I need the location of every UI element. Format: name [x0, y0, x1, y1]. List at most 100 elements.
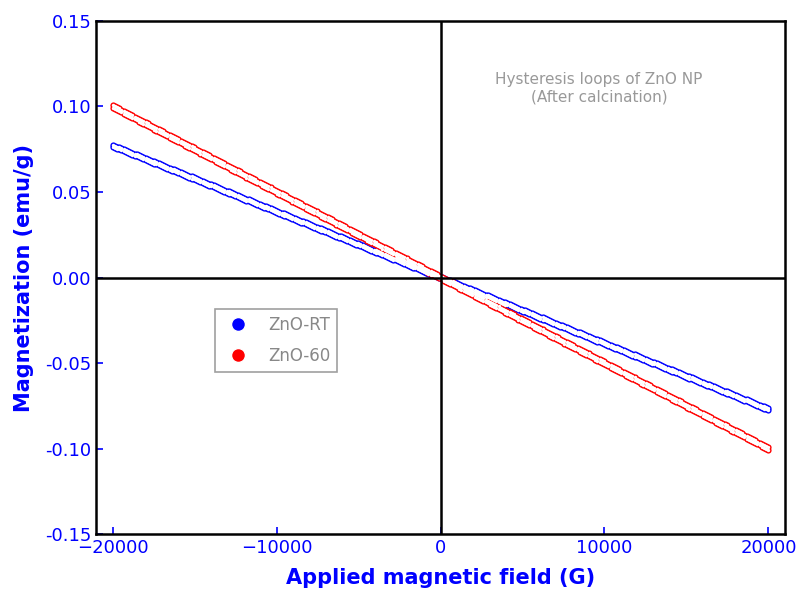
- Point: [722, 389, 735, 399]
- Point: [189, 173, 202, 183]
- Point: [450, 283, 463, 293]
- Point: [284, 213, 297, 223]
- Point: [312, 208, 325, 217]
- Point: [217, 161, 230, 171]
- Point: [382, 247, 395, 257]
- Point: [169, 136, 182, 146]
- Point: [307, 221, 320, 231]
- Point: [533, 323, 546, 333]
- Point: [472, 289, 485, 299]
- Point: [697, 409, 710, 419]
- Point: [691, 406, 704, 415]
- Point: [391, 249, 404, 259]
- Point: [636, 380, 649, 389]
- Point: [509, 311, 522, 320]
- Point: [380, 243, 393, 253]
- Point: [744, 433, 757, 443]
- Point: [592, 335, 605, 345]
- Point: [204, 152, 217, 161]
- Point: [757, 404, 770, 414]
- Point: [358, 232, 371, 241]
- Point: [474, 293, 487, 302]
- Point: [292, 215, 305, 225]
- Point: [222, 188, 235, 198]
- Point: [341, 223, 354, 232]
- Point: [139, 120, 152, 130]
- Point: [225, 165, 238, 175]
- Point: [395, 258, 408, 268]
- Point: [710, 383, 723, 393]
- Point: [386, 247, 399, 256]
- Point: [319, 225, 332, 235]
- Point: [575, 330, 588, 340]
- Point: [408, 261, 421, 271]
- Point: [397, 257, 410, 267]
- Point: [723, 391, 736, 400]
- Point: [660, 365, 673, 374]
- Point: [629, 353, 642, 362]
- Point: [691, 377, 704, 387]
- Point: [735, 432, 748, 441]
- Point: [715, 418, 728, 428]
- Point: [625, 349, 638, 358]
- Point: [669, 397, 682, 407]
- Point: [132, 150, 145, 160]
- Point: [719, 386, 732, 396]
- Point: [174, 135, 187, 145]
- Point: [676, 398, 689, 408]
- Point: [680, 403, 693, 412]
- Point: [441, 277, 454, 287]
- Point: [135, 154, 148, 163]
- Point: [500, 299, 513, 308]
- Point: [371, 247, 384, 256]
- Point: [297, 219, 310, 228]
- Point: [732, 394, 745, 403]
- Point: [474, 295, 487, 305]
- Point: [450, 281, 463, 290]
- Point: [222, 164, 235, 173]
- Point: [452, 279, 465, 289]
- Point: [509, 302, 522, 312]
- Point: [513, 304, 526, 314]
- Point: [535, 324, 548, 334]
- Point: [410, 264, 423, 274]
- Point: [476, 291, 489, 300]
- Point: [538, 326, 551, 335]
- Point: [261, 205, 274, 214]
- Point: [148, 125, 161, 134]
- Point: [320, 228, 333, 238]
- Point: [450, 283, 463, 293]
- Point: [270, 189, 283, 199]
- Point: [320, 228, 333, 238]
- Point: [628, 352, 641, 361]
- Point: [213, 185, 226, 195]
- Point: [181, 139, 194, 149]
- Point: [242, 197, 255, 206]
- Point: [579, 347, 592, 357]
- Point: [620, 369, 633, 379]
- Point: [408, 264, 421, 273]
- Point: [485, 301, 498, 311]
- Point: [195, 147, 208, 157]
- Point: [658, 391, 671, 401]
- Point: [261, 205, 274, 214]
- Point: [165, 131, 178, 141]
- Point: [213, 183, 226, 193]
- Point: [551, 319, 564, 329]
- Point: [454, 280, 467, 290]
- Point: [623, 348, 636, 358]
- Point: [522, 320, 535, 330]
- Point: [607, 342, 620, 352]
- Point: [650, 358, 663, 368]
- Point: [336, 232, 349, 242]
- Point: [489, 300, 502, 310]
- Point: [647, 383, 660, 393]
- Point: [616, 347, 629, 357]
- Point: [428, 268, 441, 278]
- Point: [544, 329, 557, 339]
- Point: [706, 383, 719, 393]
- Point: [312, 208, 325, 217]
- Point: [225, 162, 238, 172]
- Point: [354, 232, 367, 242]
- Point: [288, 213, 301, 223]
